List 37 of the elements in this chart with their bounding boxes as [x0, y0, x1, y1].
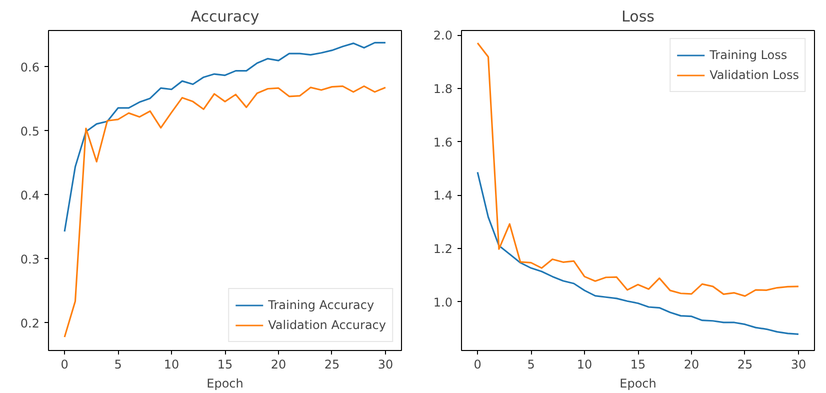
x-axis-title: Epoch [206, 376, 244, 390]
x-tick-label: 15 [630, 358, 646, 372]
x-tick-label: 25 [737, 358, 753, 372]
x-axis-title: Epoch [620, 376, 656, 390]
y-tick-label: 1.0 [433, 295, 453, 310]
x-tick-label: 30 [378, 358, 394, 372]
x-tick-label: 10 [576, 358, 592, 372]
line-series [64, 85, 386, 338]
legend-label: Training Loss [710, 48, 788, 62]
y-tick-label: 2.0 [433, 28, 453, 43]
legend-label: Training Accuracy [268, 298, 374, 312]
chart-title: Loss [622, 8, 655, 26]
y-tick-label: 1.2 [433, 242, 453, 256]
y-tick-label: 0.4 [20, 188, 40, 202]
chart-title: Accuracy [190, 8, 260, 26]
x-tick-label: 30 [790, 358, 806, 372]
y-tick-label: 0.6 [20, 60, 40, 74]
y-tick-label: 0.2 [20, 316, 40, 330]
x-tick-label: 15 [217, 358, 233, 372]
x-tick-label: 20 [684, 358, 700, 372]
x-tick-label: 0 [60, 358, 68, 372]
x-tick-label: 10 [164, 358, 180, 372]
legend-label: Validation Loss [710, 68, 799, 82]
y-tick-label: 0.3 [20, 252, 40, 266]
x-tick-label: 5 [527, 358, 535, 372]
y-tick-label: 1.8 [433, 82, 453, 96]
x-tick-label: 5 [114, 358, 122, 372]
y-tick-label: 1.4 [433, 188, 453, 203]
legend-label: Validation Accuracy [268, 318, 386, 332]
y-tick-label: 1.6 [433, 135, 453, 150]
line-series [476, 171, 800, 336]
x-tick-label: 25 [324, 358, 340, 372]
x-tick-label: 0 [474, 358, 482, 372]
line-series [64, 42, 386, 232]
line-series [476, 42, 800, 297]
y-tick-label: 0.5 [20, 124, 40, 138]
x-tick-label: 20 [270, 358, 286, 372]
